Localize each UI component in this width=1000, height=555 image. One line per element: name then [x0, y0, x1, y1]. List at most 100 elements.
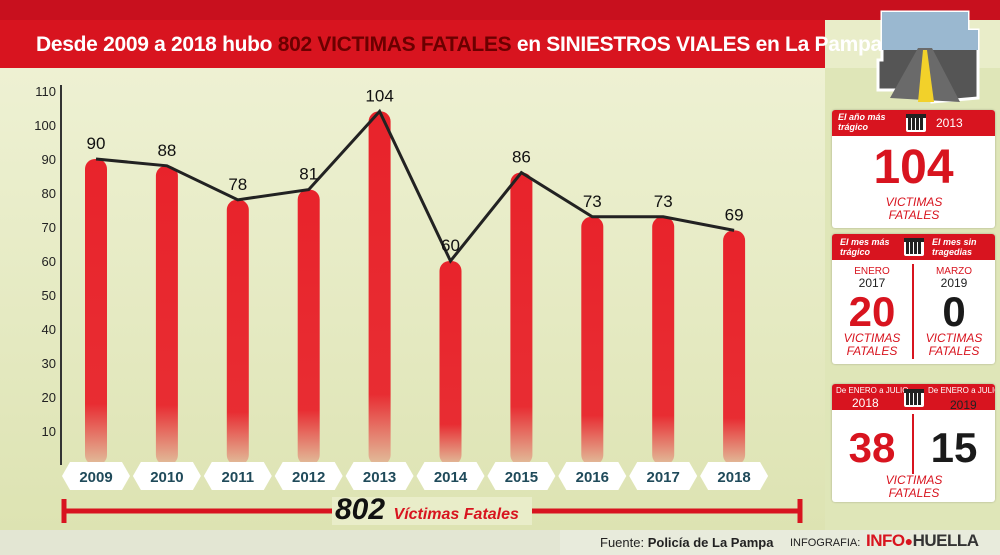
- x-tag-2009: [62, 462, 130, 490]
- jan-jul-2018-value: 38: [848, 424, 896, 471]
- month-none-value: 0: [942, 288, 966, 335]
- top-bar: [0, 0, 1000, 20]
- x-tag-2014: [416, 462, 485, 490]
- y-tick-label: 100: [34, 118, 56, 133]
- total-number: 802: [335, 493, 386, 526]
- jan-jul-2019-label: De ENERO a JULIO: [928, 386, 995, 395]
- footer-left: [0, 530, 560, 555]
- total-text: Víctimas Fatales: [393, 506, 519, 523]
- y-tick-label: 50: [42, 288, 56, 303]
- card-head: De ENERO a JULIO 2018 De ENERO a JULIO: [832, 384, 995, 410]
- x-label-2017: 2017: [647, 469, 680, 486]
- data-label-2014: 60: [441, 236, 460, 255]
- y-tick-label: 60: [42, 254, 56, 269]
- data-labels: 90 88 78 81 104 60 86 73 73 69: [87, 86, 744, 255]
- title-highlight: 802 VICTIMAS FATALES: [277, 33, 512, 56]
- card-jan-jul: De ENERO a JULIO 2018 De ENERO a JULIO 2…: [832, 384, 995, 502]
- x-tag-2010: [132, 462, 201, 490]
- month-none-label: El mes sin tragedias: [932, 237, 977, 257]
- calendar-icon: [904, 389, 924, 407]
- title-part2: en SINIESTROS VIALES en La Pampa: [511, 33, 882, 56]
- source-value: Policía de La Pampa: [647, 535, 774, 550]
- x-axis-labels: 2009 2010 2011 2012 2013 2014 2015 2016 2017 2018: [62, 462, 769, 490]
- x-label-2009: 2009: [79, 469, 112, 486]
- chart-area: [0, 68, 825, 530]
- x-label-2011: 2011: [222, 469, 255, 486]
- brand-part-b: HUELLA: [912, 531, 979, 550]
- x-tag-2015: [487, 462, 556, 490]
- jan-jul-2018-label: De ENERO a JULIO: [836, 386, 909, 395]
- x-label-2012: 2012: [292, 469, 325, 486]
- jan-jul-2018-year: 2018: [852, 396, 879, 410]
- total-bracket: [61, 497, 803, 525]
- bar-2015: [510, 172, 533, 465]
- x-label-2010: 2010: [150, 469, 183, 486]
- infografia-label: INFOGRAFIA:: [790, 537, 861, 549]
- data-label-2015: 86: [512, 148, 531, 167]
- data-label-2016: 73: [583, 192, 602, 211]
- x-tag-2013: [345, 462, 414, 490]
- card-head: El mes más trágico El mes sin tragedias: [832, 234, 995, 260]
- x-label-2015: 2015: [505, 469, 538, 486]
- data-label-2010: 88: [157, 141, 176, 160]
- y-axis-ticks: 10 20 30 40 50 60 70 80 90 100 110: [34, 84, 56, 439]
- month-tragic-unit: VICTIMAS FATALES: [843, 331, 901, 358]
- x-tag-2018: [700, 462, 769, 490]
- jan-jul-2019-value: 15: [930, 424, 978, 471]
- x-tag-2017: [629, 462, 698, 490]
- jan-jul-unit: VICTIMAS FATALES: [885, 473, 943, 500]
- header-bar: [0, 20, 825, 68]
- x-label-2016: 2016: [576, 469, 609, 486]
- trend-line: [95, 108, 735, 264]
- page-title: Desde 2009 a 2018 hubo 802 VICTIMAS FATA…: [36, 33, 882, 57]
- month-none-month: MARZO: [935, 266, 973, 277]
- y-axis-line: [60, 85, 62, 465]
- x-tag-2016: [558, 462, 627, 490]
- x-label-2014: 2014: [434, 469, 468, 486]
- x-label-2018: 2018: [717, 469, 750, 486]
- y-tick-label: 70: [42, 220, 56, 235]
- jan-jul-divider: [912, 414, 914, 474]
- month-tragic-month: ENERO: [854, 266, 890, 277]
- trend-polyline: [95, 108, 735, 264]
- x-tag-2012: [274, 462, 343, 490]
- source-label: Fuente:: [600, 535, 648, 550]
- bar-2014: [439, 261, 462, 465]
- month-divider: [912, 264, 914, 359]
- bar-2012: [297, 189, 320, 465]
- data-label-2017: 73: [654, 192, 673, 211]
- month-none-year: 2019: [940, 276, 968, 290]
- y-tick-label: 110: [35, 84, 56, 99]
- data-label-2013: 104: [365, 86, 393, 105]
- source-credit: Fuente: Policía de La Pampa: [600, 535, 773, 550]
- y-tick-label: 80: [42, 186, 56, 201]
- y-tick-label: 40: [42, 322, 56, 337]
- bar-2010: [155, 165, 178, 466]
- title-part1: Desde 2009 a 2018 hubo: [36, 33, 278, 56]
- bar-2018: [723, 230, 746, 465]
- tragic-year-label: El año más trágico: [838, 112, 886, 132]
- data-label-2012: 81: [299, 165, 318, 184]
- bar-line-chart: 10 20 30 40 50 60 70 80 90 100 110 90 88 78 81 104 60 86…: [34, 84, 803, 525]
- x-label-2013: 2013: [363, 469, 396, 486]
- y-tick-label: 10: [42, 424, 56, 439]
- y-tick-label: 20: [42, 390, 56, 405]
- bar-2009: [85, 159, 107, 465]
- card-head: El año más trágico 2013: [832, 110, 995, 136]
- bar-2013: [368, 111, 391, 466]
- bar-2017: [652, 216, 675, 465]
- road-map-icon: [876, 10, 980, 104]
- month-none-unit: VICTIMAS FATALES: [925, 331, 983, 358]
- bars: [85, 111, 746, 466]
- month-tragic-label: El mes más trágico: [840, 237, 890, 257]
- calendar-icon: [906, 114, 926, 132]
- brand-part-a: INFO: [866, 531, 905, 550]
- data-label-2009: 90: [87, 134, 106, 153]
- total-label: 802 Víctimas Fatales: [335, 493, 519, 527]
- card-months: El mes más trágico El mes sin tragedias …: [832, 234, 995, 364]
- card-tragic-year: El año más trágico 2013 104 VICTIMAS FAT…: [832, 110, 995, 228]
- tragic-year-value: 104: [873, 141, 954, 194]
- bar-2016: [581, 216, 604, 465]
- brand-logo: INFO●HUELLA: [866, 531, 979, 550]
- bar-2011: [226, 199, 249, 466]
